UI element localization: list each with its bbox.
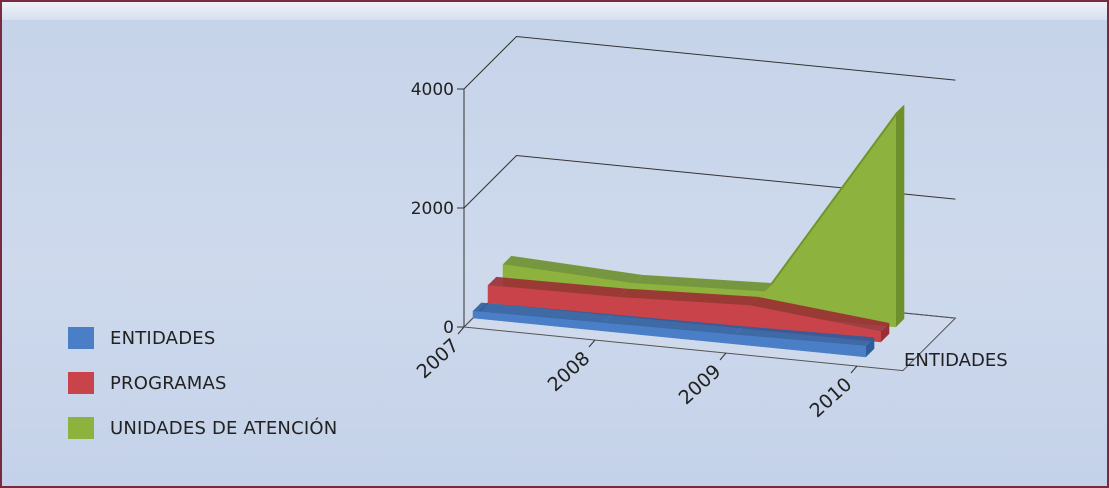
area-ribbon-2-2 (765, 104, 905, 292)
legend: ENTIDADES PROGRAMAS UNIDADES DE ATENCIÓN (68, 327, 337, 462)
depth-axis-label: ENTIDADES (904, 350, 1008, 371)
x-tick-mark-1 (588, 339, 596, 348)
x-tick-mark-0 (457, 326, 465, 335)
area-ribbon-1-0 (488, 276, 628, 297)
area-ribbon-1-2 (750, 296, 890, 332)
area-ribbon-2-1 (634, 274, 774, 292)
area-ribbon-2-0 (503, 255, 643, 284)
area-ribbon-0-1 (604, 314, 744, 335)
x-tick-label-2: 2009 (675, 360, 726, 409)
legend-item-unidades: UNIDADES DE ATENCIÓN (68, 417, 337, 439)
legend-swatch-entidades (68, 327, 94, 349)
area-end-cap-0 (866, 337, 875, 357)
y-tick-label-1: 2000 (411, 199, 454, 219)
area-end-cap-2 (896, 104, 905, 327)
legend-swatch-unidades (68, 417, 94, 439)
x-tick-label-0: 2007 (413, 334, 464, 383)
area-ribbon-1-1 (619, 288, 759, 306)
y-tick-label-2: 4000 (411, 80, 454, 100)
x-tick-label-3: 2010 (806, 373, 857, 422)
series-entidades (472, 302, 875, 358)
top-strip (2, 2, 1107, 20)
series-layer (472, 104, 905, 358)
legend-label-entidades: ENTIDADES (110, 327, 216, 349)
area-ribbon-0-2 (735, 326, 875, 346)
gridline-1 (463, 154, 956, 209)
area-ribbon-0-0 (473, 302, 613, 323)
x-tick-mark-2 (719, 352, 727, 361)
x-tick-label-1: 2008 (544, 347, 595, 396)
legend-item-entidades: ENTIDADES (68, 327, 337, 349)
legend-label-unidades: UNIDADES DE ATENCIÓN (110, 417, 338, 439)
gridline-2 (463, 35, 956, 90)
legend-item-programas: PROGRAMAS (68, 372, 337, 394)
y-tick-label-0: 0 (443, 318, 454, 338)
y-axis-ticks: 0 2000 4000 (411, 80, 454, 338)
legend-label-programas: PROGRAMAS (110, 372, 227, 394)
area-segment-2-2 (764, 112, 897, 328)
x-tick-mark-3 (850, 365, 858, 374)
series-unidades-de-atenci-n (502, 104, 905, 328)
series-programas (487, 276, 890, 343)
legend-swatch-programas (68, 372, 94, 394)
area-end-cap-1 (881, 323, 890, 342)
